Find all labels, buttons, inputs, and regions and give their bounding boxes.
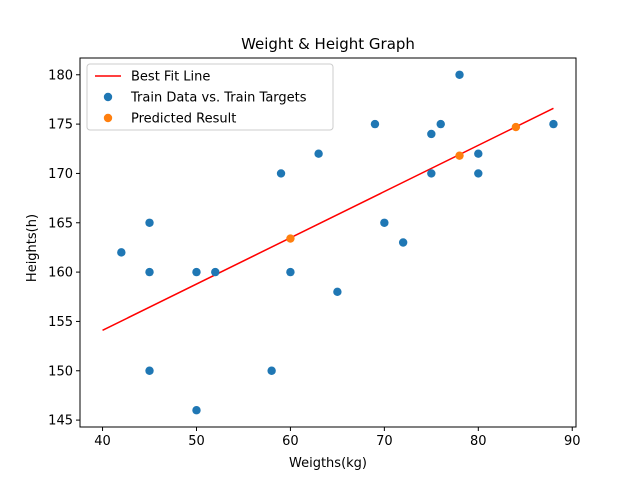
plot-frame bbox=[79, 57, 577, 428]
train-point bbox=[436, 119, 445, 129]
x-tick-label: 70 bbox=[376, 434, 393, 449]
series-2 bbox=[286, 122, 521, 243]
series-0 bbox=[102, 107, 554, 331]
train-point bbox=[333, 287, 342, 297]
x-tick-label: 50 bbox=[188, 434, 205, 449]
y-tick-label: 175 bbox=[48, 118, 73, 133]
train-point bbox=[145, 267, 154, 277]
predicted-point bbox=[455, 151, 464, 160]
train-point bbox=[276, 169, 286, 178]
chart-title: Weight & Height Graph bbox=[241, 35, 415, 53]
best-fit-line bbox=[102, 107, 554, 331]
train-point bbox=[370, 119, 380, 129]
train-point bbox=[455, 70, 464, 79]
x-axis: 40 50 60 70 80 90 bbox=[94, 427, 581, 449]
train-point bbox=[427, 169, 436, 178]
y-tick-label: 150 bbox=[48, 364, 73, 379]
legend-entry: Best Fit Line bbox=[131, 70, 210, 85]
train-point bbox=[314, 149, 323, 158]
plot-area bbox=[79, 57, 577, 428]
train-point bbox=[549, 119, 558, 129]
legend-box bbox=[86, 63, 334, 131]
y-tick-label: 180 bbox=[48, 68, 73, 83]
legend-dot-marker bbox=[103, 92, 113, 102]
predicted-point bbox=[511, 122, 521, 132]
predicted-point bbox=[286, 234, 295, 243]
train-point bbox=[474, 169, 483, 178]
train-point bbox=[211, 267, 220, 277]
train-point bbox=[267, 366, 276, 375]
legend-dot-marker bbox=[103, 113, 113, 123]
y-tick-label: 170 bbox=[48, 167, 73, 182]
legend: Best Fit Line Train Data vs. Train Target… bbox=[86, 63, 334, 131]
y-tick-label: 165 bbox=[48, 216, 73, 231]
train-point bbox=[192, 406, 201, 415]
y-tick-label: 155 bbox=[48, 315, 73, 330]
train-point bbox=[145, 366, 154, 375]
x-tick-label: 90 bbox=[564, 434, 581, 449]
x-tick-label: 60 bbox=[282, 434, 299, 449]
y-axis-label: Heights(h) bbox=[25, 214, 40, 282]
x-tick-label: 40 bbox=[94, 434, 111, 449]
train-point bbox=[380, 218, 389, 227]
y-tick-label: 160 bbox=[48, 266, 73, 281]
x-axis-label: Weigths(kg) bbox=[289, 456, 367, 471]
train-point bbox=[117, 248, 126, 257]
train-point bbox=[145, 218, 154, 227]
y-axis: 145 150 155 160 165 170 175 180 bbox=[48, 68, 80, 429]
train-point bbox=[398, 238, 408, 247]
train-point bbox=[192, 267, 201, 277]
series-1 bbox=[117, 70, 558, 415]
y-tick-label: 145 bbox=[48, 414, 73, 429]
x-tick-label: 80 bbox=[470, 434, 487, 449]
legend-entry: Train Data vs. Train Targets bbox=[130, 91, 307, 106]
train-point bbox=[427, 129, 436, 139]
train-point bbox=[286, 267, 295, 277]
legend-entry: Predicted Result bbox=[131, 112, 236, 127]
train-point bbox=[474, 149, 483, 158]
